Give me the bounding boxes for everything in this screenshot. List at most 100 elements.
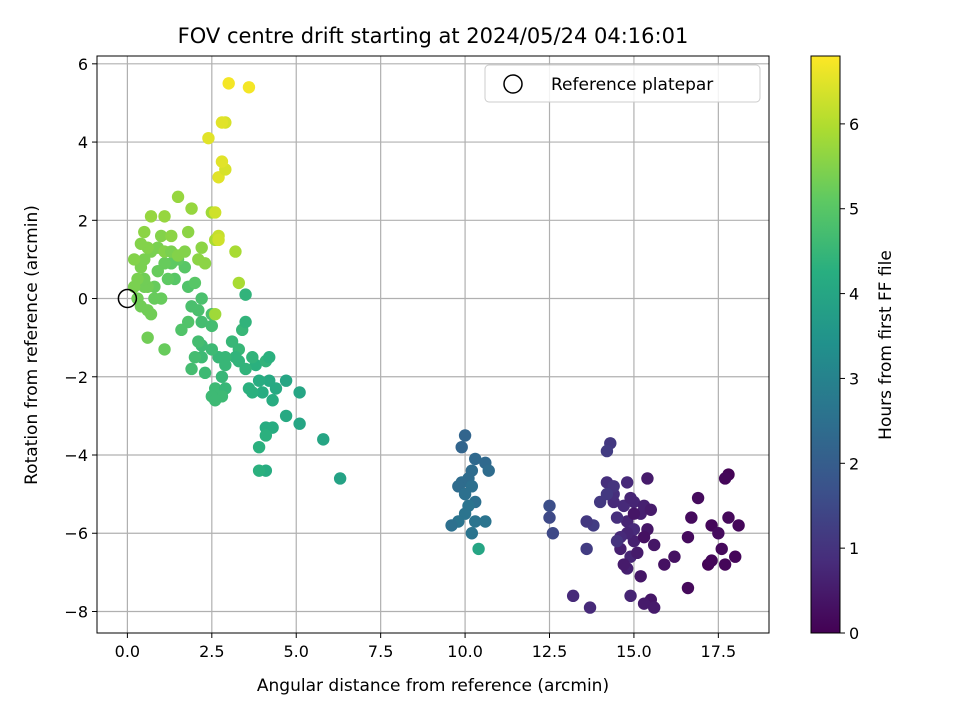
data-point [705, 554, 718, 567]
data-point [195, 292, 208, 305]
colorbar-tick-label: 1 [849, 539, 859, 558]
colorbar-label: Hours from first FF file [876, 250, 896, 440]
data-point [469, 515, 482, 528]
data-point [242, 382, 256, 395]
colorbar-tick-label: 6 [849, 115, 859, 134]
data-point [242, 81, 256, 94]
colorbar-tick-label: 0 [849, 624, 859, 643]
colorbar-tick-label: 3 [849, 369, 859, 388]
data-point [600, 444, 614, 458]
x-tick-label: 5.0 [284, 642, 309, 661]
data-point [333, 472, 347, 485]
data-point [178, 245, 191, 258]
data-point [718, 558, 732, 571]
data-point [624, 589, 637, 603]
data-point [215, 155, 229, 168]
x-tick-label: 0.0 [115, 642, 140, 661]
data-point [208, 206, 222, 219]
data-point [192, 253, 205, 266]
y-tick-label: 0 [78, 290, 88, 309]
colorbar-tick-label: 4 [849, 285, 859, 304]
data-point [232, 276, 246, 290]
colorbar-tick-label: 2 [849, 454, 859, 473]
y-axis-ticks: −8 −6 −4 −2 0 2 4 6 [64, 55, 97, 621]
data-point [202, 131, 215, 145]
data-point [141, 304, 154, 317]
data-point [158, 343, 171, 356]
data-point [263, 351, 276, 364]
x-tick-label: 7.5 [368, 642, 393, 661]
data-point [624, 491, 637, 505]
reference-platepar-marker [117, 288, 138, 309]
y-axis-label: Rotation from reference (arcmin) [22, 205, 42, 485]
data-point [293, 386, 306, 399]
x-tick-label: 15.0 [616, 642, 652, 661]
x-tick-label: 12.5 [532, 642, 568, 661]
data-point [637, 530, 651, 544]
data-point [580, 542, 593, 556]
data-point [229, 245, 242, 258]
data-point [259, 429, 273, 442]
data-point [712, 527, 725, 540]
data-point [479, 515, 492, 528]
data-point [543, 511, 556, 524]
data-point [212, 233, 225, 247]
data-point [458, 487, 472, 501]
x-axis-label: Angular distance from reference (arcmin) [257, 676, 609, 696]
data-point [681, 581, 695, 595]
data-points [127, 77, 745, 614]
data-point [472, 542, 485, 556]
data-point [647, 538, 661, 552]
x-tick-label: 10.0 [447, 642, 483, 661]
legend-label: Reference platepar [551, 75, 713, 95]
data-point [266, 394, 279, 407]
y-tick-label: −6 [64, 524, 88, 543]
data-point [239, 288, 252, 301]
data-point [263, 374, 276, 387]
data-point [722, 511, 735, 524]
legend-marker-icon [503, 74, 523, 94]
data-point [681, 530, 695, 544]
data-point [317, 433, 330, 446]
plot-frame [96, 55, 770, 634]
y-tick-label: −8 [64, 602, 88, 621]
data-point [566, 589, 580, 603]
data-point [252, 464, 266, 477]
data-point [637, 597, 651, 610]
y-tick-label: 2 [78, 211, 88, 230]
data-point [647, 601, 661, 614]
data-point [685, 511, 698, 524]
data-point [580, 515, 593, 528]
y-tick-label: −2 [64, 368, 88, 387]
data-point [279, 374, 293, 387]
data-point [732, 519, 745, 532]
data-point [627, 507, 641, 520]
colorbar-ticks: 0 1 2 3 4 5 6 [840, 115, 859, 643]
data-point [610, 511, 624, 524]
data-point [279, 409, 293, 423]
chart-title: FOV centre drift starting at 2024/05/24 … [178, 24, 689, 48]
data-point [171, 190, 185, 204]
data-point [445, 519, 458, 532]
data-point [715, 542, 728, 556]
data-point [246, 351, 259, 364]
data-point [593, 495, 607, 509]
data-point [229, 351, 242, 364]
data-point [644, 503, 658, 516]
data-point [718, 472, 732, 485]
data-point [154, 292, 168, 305]
data-point [215, 370, 229, 383]
data-point [151, 264, 164, 278]
data-point [634, 570, 647, 583]
data-point [668, 550, 681, 563]
data-point [620, 476, 634, 489]
y-tick-label: −4 [64, 446, 88, 465]
data-point [195, 241, 208, 254]
legend: Reference platepar [484, 64, 761, 103]
data-point [658, 558, 671, 571]
data-point [138, 225, 151, 239]
x-tick-label: 17.5 [701, 642, 737, 661]
data-point [141, 331, 154, 344]
data-point [482, 464, 495, 477]
data-point [256, 386, 269, 399]
